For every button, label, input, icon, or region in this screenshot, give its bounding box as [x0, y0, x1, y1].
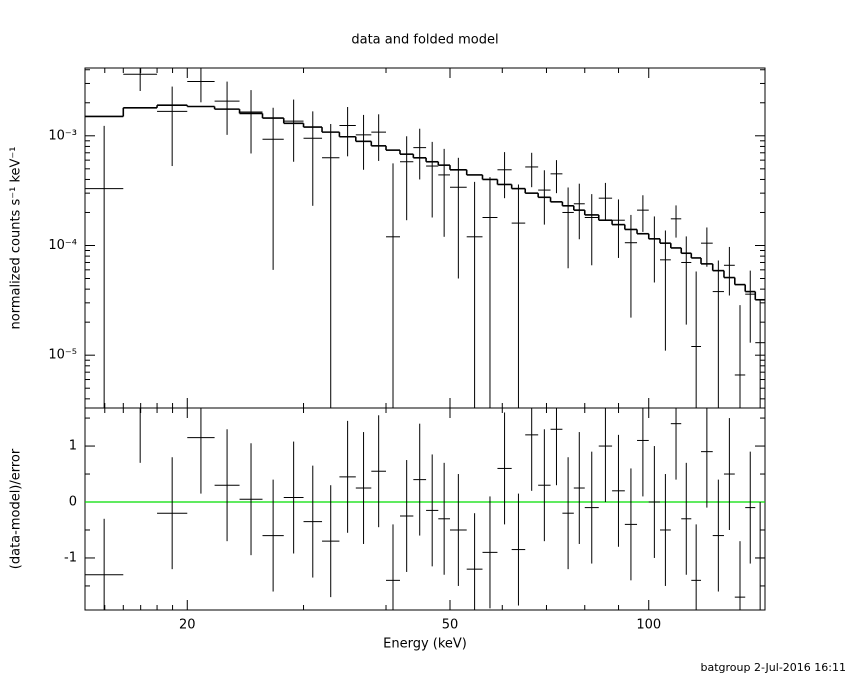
- x-tick-label: 50: [442, 618, 459, 633]
- plot-area: [85, 68, 765, 408]
- footer: batgroup 2-Jul-2016 16:11: [701, 661, 847, 674]
- x-tick-label: 20: [179, 618, 196, 633]
- y-tick-label: 10⁻³: [48, 128, 77, 143]
- x-tick-label: 100: [636, 618, 661, 633]
- y-axis-label: normalized counts s⁻¹ keV⁻¹: [9, 147, 24, 330]
- y-tick-label: 10⁻⁵: [48, 348, 77, 363]
- y-tick-label: 0: [69, 495, 77, 510]
- y-tick-label: 10⁻⁴: [48, 238, 77, 253]
- x-axis-label: Energy (keV): [383, 637, 467, 652]
- chart-title: data and folded model: [351, 33, 498, 48]
- plot-area: [85, 408, 765, 610]
- y-axis-label: (data-model)/error: [9, 448, 24, 569]
- y-tick-label: -1: [64, 550, 77, 565]
- plot-frame: [84, 407, 766, 611]
- y-tick-label: 1: [69, 439, 77, 454]
